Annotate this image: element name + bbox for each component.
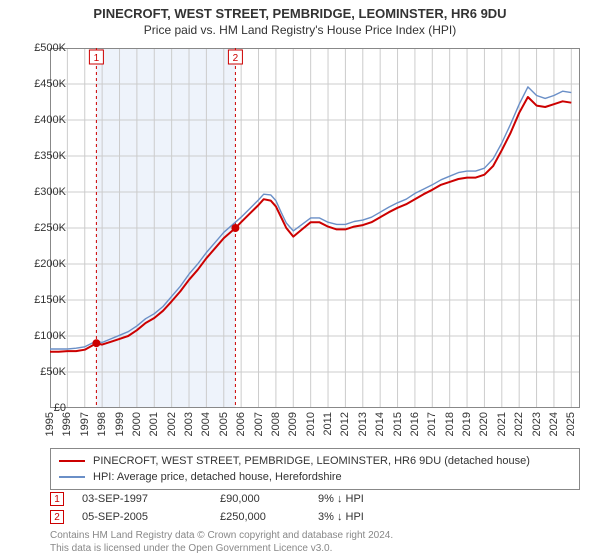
x-tick-label: 2005 xyxy=(218,412,230,436)
marker-diff-2: 3% ↓ HPI xyxy=(318,511,364,523)
x-tick-label: 1996 xyxy=(61,412,73,436)
y-tick-label: £350K xyxy=(20,150,66,162)
legend-row-hpi: HPI: Average price, detached house, Here… xyxy=(59,469,571,485)
x-tick-label: 1997 xyxy=(79,412,91,436)
legend-box: PINECROFT, WEST STREET, PEMBRIDGE, LEOMI… xyxy=(50,448,580,490)
x-tick-label: 2025 xyxy=(565,412,577,436)
markers-block: 1 03-SEP-1997 £90,000 9% ↓ HPI 2 05-SEP-… xyxy=(50,490,580,526)
x-tick-label: 2012 xyxy=(339,412,351,436)
y-tick-label: £400K xyxy=(20,114,66,126)
marker-date-1: 03-SEP-1997 xyxy=(82,493,202,505)
chart-area: 12 xyxy=(50,48,580,408)
marker-price-1: £90,000 xyxy=(220,493,300,505)
x-tick-label: 2021 xyxy=(496,412,508,436)
x-tick-label: 2007 xyxy=(253,412,265,436)
x-tick-label: 2016 xyxy=(409,412,421,436)
y-tick-label: £100K xyxy=(20,330,66,342)
legend-label-subject: PINECROFT, WEST STREET, PEMBRIDGE, LEOMI… xyxy=(93,455,530,467)
y-tick-label: £500K xyxy=(20,42,66,54)
x-tick-label: 1998 xyxy=(96,412,108,436)
x-tick-label: 2019 xyxy=(461,412,473,436)
x-tick-label: 2020 xyxy=(478,412,490,436)
x-tick-label: 2008 xyxy=(270,412,282,436)
legend-swatch-hpi xyxy=(59,476,85,478)
y-tick-label: £450K xyxy=(20,78,66,90)
marker-row-2: 2 05-SEP-2005 £250,000 3% ↓ HPI xyxy=(50,508,580,526)
x-tick-label: 2003 xyxy=(183,412,195,436)
x-tick-label: 2009 xyxy=(287,412,299,436)
y-tick-label: £250K xyxy=(20,222,66,234)
title-main: PINECROFT, WEST STREET, PEMBRIDGE, LEOMI… xyxy=(0,6,600,21)
marker-box-1: 1 xyxy=(50,492,64,506)
footer-line2: This data is licensed under the Open Gov… xyxy=(50,543,332,554)
x-tick-label: 2001 xyxy=(148,412,160,436)
title-block: PINECROFT, WEST STREET, PEMBRIDGE, LEOMI… xyxy=(0,0,600,39)
x-tick-label: 2002 xyxy=(166,412,178,436)
x-tick-label: 2004 xyxy=(200,412,212,436)
footer-note: Contains HM Land Registry data © Crown c… xyxy=(50,530,580,555)
x-tick-label: 2014 xyxy=(374,412,386,436)
y-tick-label: £200K xyxy=(20,258,66,270)
x-tick-label: 2000 xyxy=(131,412,143,436)
svg-text:1: 1 xyxy=(94,53,100,64)
x-tick-label: 2013 xyxy=(357,412,369,436)
x-tick-label: 2023 xyxy=(531,412,543,436)
marker-price-2: £250,000 xyxy=(220,511,300,523)
marker-box-2: 2 xyxy=(50,510,64,524)
legend-row-subject: PINECROFT, WEST STREET, PEMBRIDGE, LEOMI… xyxy=(59,453,571,469)
x-tick-label: 2018 xyxy=(444,412,456,436)
legend-label-hpi: HPI: Average price, detached house, Here… xyxy=(93,471,342,483)
footer-line1: Contains HM Land Registry data © Crown c… xyxy=(50,530,393,541)
x-tick-label: 2015 xyxy=(392,412,404,436)
x-tick-label: 1999 xyxy=(114,412,126,436)
title-sub: Price paid vs. HM Land Registry's House … xyxy=(0,21,600,37)
x-tick-label: 2017 xyxy=(426,412,438,436)
marker-diff-1: 9% ↓ HPI xyxy=(318,493,364,505)
legend-swatch-subject xyxy=(59,460,85,462)
y-tick-label: £150K xyxy=(20,294,66,306)
marker-row-1: 1 03-SEP-1997 £90,000 9% ↓ HPI xyxy=(50,490,580,508)
x-tick-label: 2010 xyxy=(305,412,317,436)
x-tick-label: 2011 xyxy=(322,412,334,436)
marker-date-2: 05-SEP-2005 xyxy=(82,511,202,523)
x-tick-label: 2006 xyxy=(235,412,247,436)
x-tick-label: 1995 xyxy=(44,412,56,436)
y-tick-label: £300K xyxy=(20,186,66,198)
y-tick-label: £0 xyxy=(20,402,66,414)
svg-text:2: 2 xyxy=(233,53,239,64)
y-tick-label: £50K xyxy=(20,366,66,378)
x-tick-label: 2022 xyxy=(513,412,525,436)
x-tick-label: 2024 xyxy=(548,412,560,436)
line-chart: 12 xyxy=(50,48,580,408)
